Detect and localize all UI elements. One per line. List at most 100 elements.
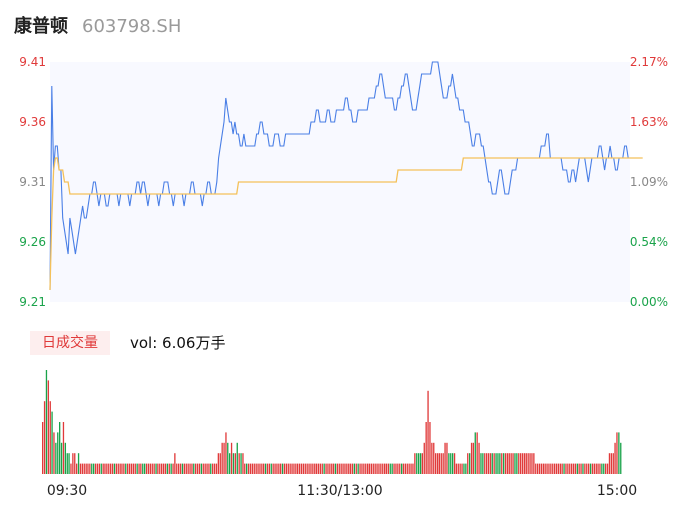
volume-bar — [332, 463, 335, 474]
volume-bar — [55, 442, 57, 474]
volume-bar — [518, 453, 520, 474]
volume-bar — [268, 463, 271, 474]
volume-bar — [408, 463, 410, 474]
volume-bar — [59, 422, 61, 474]
volume-bar — [110, 463, 112, 474]
volume-bar — [162, 463, 165, 474]
volume-bar — [368, 463, 371, 474]
volume-bar — [140, 463, 142, 474]
volume-bar — [230, 442, 233, 474]
volume-bar — [117, 463, 119, 474]
volume-bar — [418, 453, 420, 474]
volume-bar — [319, 463, 322, 474]
volume-bar — [523, 453, 526, 474]
volume-tab[interactable]: 日成交量 — [30, 331, 110, 355]
volume-bar — [238, 453, 240, 474]
volume-bar — [478, 442, 480, 474]
volume-bar — [221, 442, 223, 474]
volume-bar — [349, 463, 352, 474]
volume-bar — [440, 453, 442, 474]
volume-bar — [179, 463, 182, 474]
volume-bar — [172, 463, 174, 474]
volume-bar — [606, 463, 609, 474]
volume-bar — [614, 442, 616, 474]
volume-bar — [317, 463, 320, 474]
volume-bar — [363, 463, 365, 474]
volume-bar — [253, 463, 255, 474]
volume-bar — [593, 463, 596, 474]
volume-bar — [618, 432, 620, 474]
volume-bar — [264, 463, 267, 474]
volume-bar — [108, 463, 110, 474]
volume-bar — [149, 463, 152, 474]
volume-bar — [452, 453, 454, 474]
volume-bar — [450, 453, 452, 474]
average-line — [49, 157, 643, 291]
volume-bar — [232, 453, 235, 474]
volume-bar — [244, 463, 246, 474]
volume-bar — [70, 463, 72, 474]
volume-bar — [285, 463, 288, 474]
volume-bar — [196, 463, 199, 474]
volume-bar — [49, 401, 51, 474]
volume-bar — [436, 453, 439, 474]
volume-bar — [204, 463, 206, 474]
volume-bar — [259, 463, 261, 474]
volume-bar — [370, 463, 373, 474]
volume-bar — [72, 453, 74, 474]
volume-bar — [559, 463, 562, 474]
volume-bar — [393, 463, 395, 474]
volume-bar — [266, 463, 269, 474]
volume-bar — [480, 453, 482, 474]
volume-bar — [94, 463, 97, 474]
volume-bar — [297, 463, 299, 474]
volume-bar — [601, 463, 603, 474]
volume-bar — [595, 463, 597, 474]
volume-bar — [127, 463, 129, 474]
volume-bar — [527, 453, 529, 474]
volume-bar — [66, 453, 68, 474]
volume-bar — [538, 463, 541, 474]
volume-bar — [550, 463, 552, 474]
volume-bar — [508, 453, 510, 474]
volume-bar — [100, 463, 102, 474]
volume-bar — [438, 453, 441, 474]
volume-bar — [489, 453, 492, 474]
y-tick-left: 9.36 — [19, 115, 46, 129]
volume-bar — [219, 453, 221, 474]
volume-bar — [612, 453, 614, 474]
volume-bar — [257, 463, 259, 474]
volume-bar — [503, 453, 505, 474]
volume-bar — [588, 463, 590, 474]
volume-bar — [548, 463, 550, 474]
volume-bar — [289, 463, 291, 474]
volume-bar — [469, 453, 471, 474]
volume-bar — [457, 463, 459, 474]
volume-bar — [111, 463, 114, 474]
volume-bar — [554, 463, 556, 474]
volume-bar — [76, 463, 78, 474]
volume-bar — [571, 463, 573, 474]
volume-bar — [170, 463, 172, 474]
volume-bar — [81, 463, 84, 474]
volume-bar — [351, 463, 354, 474]
volume-total: vol: 6.06万手 — [130, 334, 226, 352]
volume-bar — [246, 463, 248, 474]
volume-bar — [115, 463, 118, 474]
volume-bar — [520, 453, 522, 474]
volume-bar — [280, 463, 282, 474]
volume-bar — [423, 442, 425, 474]
volume-bar — [461, 463, 463, 474]
volume-bar — [620, 442, 622, 474]
volume-bar — [270, 463, 272, 474]
volume-bar — [331, 463, 333, 474]
volume-bar — [130, 463, 133, 474]
volume-bar — [281, 463, 284, 474]
volume-bar — [572, 463, 575, 474]
volume-bar — [202, 463, 204, 474]
volume-bar — [159, 463, 161, 474]
volume-bar — [236, 442, 238, 474]
volume-bar — [446, 442, 448, 474]
volume-bar — [98, 463, 101, 474]
volume-bar — [157, 463, 159, 474]
